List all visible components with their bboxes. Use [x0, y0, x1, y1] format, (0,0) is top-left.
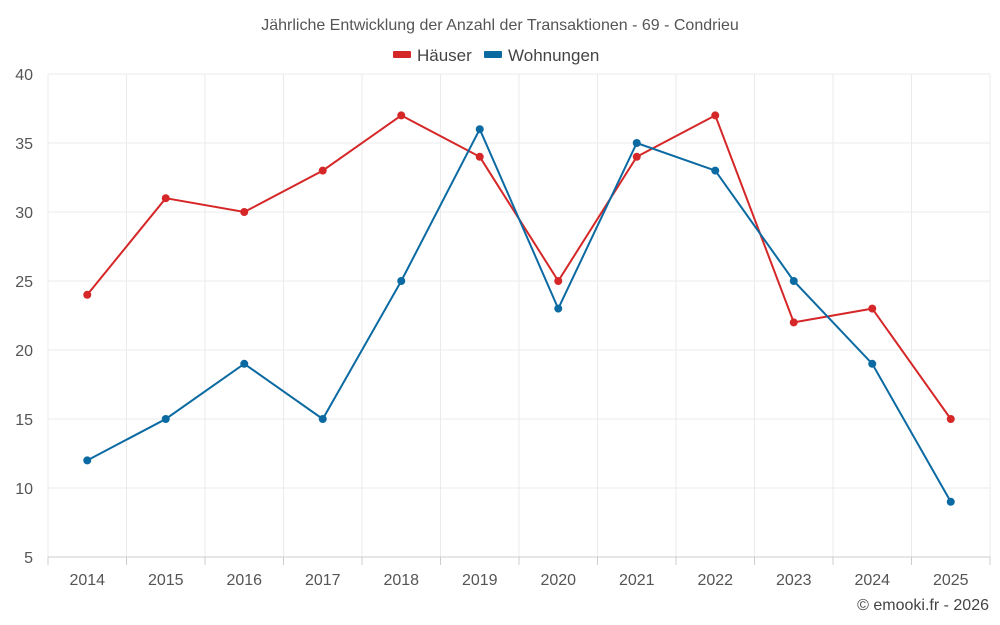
data-point-hauser[interactable] [240, 208, 249, 216]
data-point-hauser[interactable] [475, 152, 484, 161]
legend-item-wohnungen[interactable]: Wohnungen [484, 46, 599, 65]
y-tick-label: 30 [15, 205, 33, 222]
data-point-wohnungen[interactable] [318, 415, 327, 423]
data-point-wohnungen[interactable] [789, 277, 798, 285]
legend-swatch-wohnungen [484, 51, 502, 58]
x-tick-label: 2024 [854, 572, 890, 589]
x-tick-label: 2025 [933, 572, 969, 589]
series-wohnungen [83, 125, 955, 506]
legend-label-hauser: Häuser [417, 46, 472, 65]
data-point-hauser[interactable] [711, 111, 720, 120]
y-tick-label: 10 [15, 481, 33, 498]
data-point-hauser[interactable] [83, 290, 92, 299]
y-tick-label: 15 [15, 412, 33, 429]
x-tick-label: 2021 [619, 572, 655, 589]
legend-item-hauser[interactable]: Häuser [393, 46, 472, 65]
y-tick-label: 35 [15, 136, 33, 153]
data-point-wohnungen[interactable] [711, 166, 720, 175]
series-line-wohnungen [86, 126, 952, 503]
x-axis: 2014 2015 2016 2017 2018 2019 2020 2021 2022 2023… [47, 556, 991, 589]
legend: Häuser Wohnungen [393, 46, 599, 65]
x-tick-label: 2019 [462, 572, 498, 589]
data-point-wohnungen[interactable] [83, 456, 92, 465]
credit-text: © emooki.fr - 2026 [857, 597, 989, 614]
data-point-wohnungen[interactable] [240, 359, 249, 368]
legend-label-wohnungen: Wohnungen [508, 46, 599, 65]
y-tick-label: 20 [15, 343, 33, 360]
x-tick-label: 2015 [148, 572, 184, 589]
data-point-hauser[interactable] [632, 152, 641, 161]
x-tick-label: 2023 [776, 572, 812, 589]
series-group [83, 111, 955, 506]
y-axis: 5 10 15 20 25 30 35 40 [15, 67, 33, 567]
x-tick-label: 2017 [305, 572, 341, 589]
data-point-hauser[interactable] [868, 304, 877, 313]
data-point-wohnungen[interactable] [161, 415, 170, 423]
data-point-wohnungen[interactable] [475, 125, 484, 134]
data-point-wohnungen[interactable] [632, 139, 641, 147]
data-point-hauser[interactable] [789, 318, 798, 327]
x-tick-label: 2016 [226, 572, 262, 589]
data-point-wohnungen[interactable] [868, 359, 877, 368]
chart-title: Jährliche Entwicklung der Anzahl der Tra… [261, 17, 739, 34]
y-tick-label: 40 [15, 67, 33, 84]
data-point-wohnungen[interactable] [397, 277, 406, 285]
data-point-hauser[interactable] [397, 111, 406, 120]
y-tick-label: 25 [15, 274, 33, 291]
data-point-hauser[interactable] [318, 166, 327, 175]
data-point-hauser[interactable] [161, 194, 170, 203]
x-tick-label: 2020 [540, 572, 576, 589]
data-point-hauser[interactable] [554, 277, 563, 285]
x-tick-label: 2014 [69, 572, 105, 589]
y-tick-label: 5 [24, 550, 33, 567]
x-tick-label: 2018 [383, 572, 419, 589]
data-point-wohnungen[interactable] [946, 497, 955, 506]
vertical-grid [47, 74, 991, 557]
legend-swatch-hauser [393, 51, 411, 58]
horizontal-grid [48, 73, 990, 489]
data-point-wohnungen[interactable] [554, 304, 563, 313]
x-tick-label: 2022 [697, 572, 733, 589]
data-point-hauser[interactable] [946, 415, 955, 423]
